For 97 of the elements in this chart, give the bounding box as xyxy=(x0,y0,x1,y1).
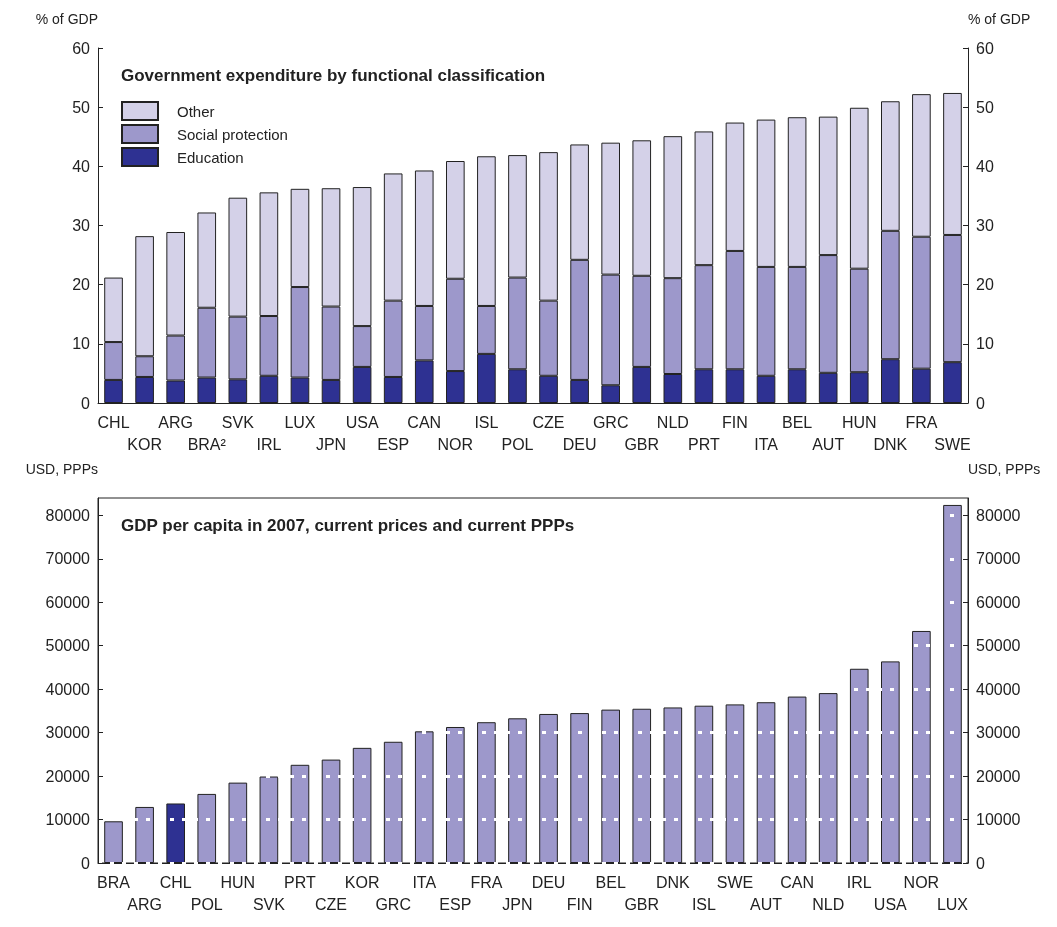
y-tick-label: 40000 xyxy=(45,680,91,698)
y2-tick-label: 0 xyxy=(976,854,985,872)
x-tick-label: USA xyxy=(873,895,908,913)
y2-tick-label: 60000 xyxy=(976,593,1021,611)
x-tick-label: NOR xyxy=(903,873,940,891)
y-axis-title: USD, PPPs xyxy=(25,461,98,477)
y2-tick-label: 0 xyxy=(976,394,985,412)
x-tick-label: ESP xyxy=(377,435,410,453)
x-tick-label: GRC xyxy=(375,895,411,913)
y2-tick-label: 60 xyxy=(976,39,994,57)
x-tick-label: ISL xyxy=(691,895,716,913)
x-tick-label: SVK xyxy=(221,413,255,431)
x-tick-label: ARG xyxy=(158,413,194,431)
x-tick-label: POL xyxy=(501,435,534,453)
x-tick-label: IRL xyxy=(256,435,282,453)
text: GDP per capita in 2007, current prices and current PPPs xyxy=(121,516,575,535)
x-tick-label: NLD xyxy=(656,413,689,431)
legend-label: Social protection xyxy=(177,125,288,143)
x-tick-label: DNK xyxy=(873,435,908,453)
x-tick-label: BRA xyxy=(97,873,131,891)
x-tick-label: BEL xyxy=(781,413,813,431)
y-tick-label: 20000 xyxy=(45,767,91,785)
x-tick-label: DEU xyxy=(531,873,566,891)
x-tick-label: CHL xyxy=(97,413,130,431)
x-tick-label: HUN xyxy=(220,873,256,891)
x-tick-label: DEU xyxy=(562,435,597,453)
x-tick-label: SWE xyxy=(716,873,754,891)
y-tick-label: 40 xyxy=(72,157,91,175)
x-tick-label: JPN xyxy=(315,435,347,453)
x-tick-label: CAN xyxy=(407,413,442,431)
x-tick-label: IRL xyxy=(846,873,872,891)
legend-label: Other xyxy=(177,102,215,120)
x-tick-label: LUX xyxy=(936,895,969,913)
x-tick-label: ARG xyxy=(127,895,162,913)
x-tick-label: FRA xyxy=(470,873,503,891)
y2-tick-label: 50 xyxy=(976,98,994,116)
x-tick-label: PRT xyxy=(284,873,317,891)
x-tick-label: SVK xyxy=(252,895,286,913)
y-tick-label: 10000 xyxy=(45,811,91,829)
x-tick-label: GRC xyxy=(592,413,629,431)
x-tick-label: HUN xyxy=(841,413,877,431)
y2-tick-label: 70000 xyxy=(976,550,1021,568)
x-tick-label: ESP xyxy=(439,895,472,913)
x-tick-label: KOR xyxy=(344,873,380,891)
x-tick-label: AUT xyxy=(750,895,783,913)
text: Government expenditure by functional classification xyxy=(121,66,546,85)
y-tick-label: 60000 xyxy=(45,593,91,611)
x-tick-label: FRA xyxy=(905,413,938,431)
y-tick-label: 80000 xyxy=(45,506,91,524)
x-tick-label: POL xyxy=(190,895,223,913)
x-tick-label: GBR xyxy=(624,895,660,913)
x-tick-label: NLD xyxy=(812,895,845,913)
x-tick-label: FIN xyxy=(722,413,748,431)
y-tick-label: 60 xyxy=(72,39,91,57)
y-tick-label: 20 xyxy=(72,276,91,294)
x-tick-label: BRA² xyxy=(187,435,227,453)
x-tick-label: NOR xyxy=(437,435,474,453)
x-tick-label: GBR xyxy=(624,435,660,453)
y2-axis-title: USD, PPPs xyxy=(968,461,1041,477)
x-tick-label: BEL xyxy=(595,873,626,891)
x-tick-label: CHL xyxy=(159,873,192,891)
x-tick-label: LUX xyxy=(284,413,316,431)
x-tick-label: ITA xyxy=(754,435,779,453)
x-tick-label: CZE xyxy=(532,413,565,431)
x-tick-label: AUT xyxy=(812,435,845,453)
y-tick-label: 30 xyxy=(72,217,91,234)
x-tick-label: CZE xyxy=(315,895,348,913)
x-tick-label: FIN xyxy=(566,895,593,913)
x-tick-label: PRT xyxy=(688,435,720,453)
y2-tick-label: 40 xyxy=(976,157,994,175)
y2-tick-label: 80000 xyxy=(976,506,1021,524)
y2-tick-label: 20000 xyxy=(976,767,1021,785)
x-tick-label: ISL xyxy=(474,413,499,431)
y2-tick-label: 30000 xyxy=(976,724,1021,742)
x-tick-label: KOR xyxy=(127,435,162,453)
y2-tick-label: 30 xyxy=(976,217,994,234)
y2-tick-label: 10000 xyxy=(976,811,1021,829)
y-tick-label: 0 xyxy=(81,394,91,412)
x-tick-label: DNK xyxy=(655,873,691,891)
y-tick-label: 70000 xyxy=(45,550,91,568)
y-tick-label: 10 xyxy=(72,335,91,353)
y-tick-label: 0 xyxy=(81,854,91,872)
y-axis-title: % of GDP xyxy=(35,11,98,27)
y2-tick-label: 10 xyxy=(976,335,994,353)
x-tick-label: USA xyxy=(345,413,379,431)
legend-label: Education xyxy=(177,148,244,166)
y2-tick-label: 40000 xyxy=(976,680,1021,698)
y-tick-label: 30000 xyxy=(45,724,91,742)
y2-axis-title: % of GDP xyxy=(968,11,1031,27)
y2-tick-label: 20 xyxy=(976,276,994,294)
y-tick-label: 50 xyxy=(72,98,91,116)
y2-tick-label: 50000 xyxy=(976,637,1021,655)
x-tick-label: JPN xyxy=(502,895,533,913)
y-tick-label: 50000 xyxy=(45,637,91,655)
x-tick-label: SWE xyxy=(934,435,971,453)
x-tick-label: ITA xyxy=(412,873,437,891)
x-tick-label: CAN xyxy=(780,873,814,891)
